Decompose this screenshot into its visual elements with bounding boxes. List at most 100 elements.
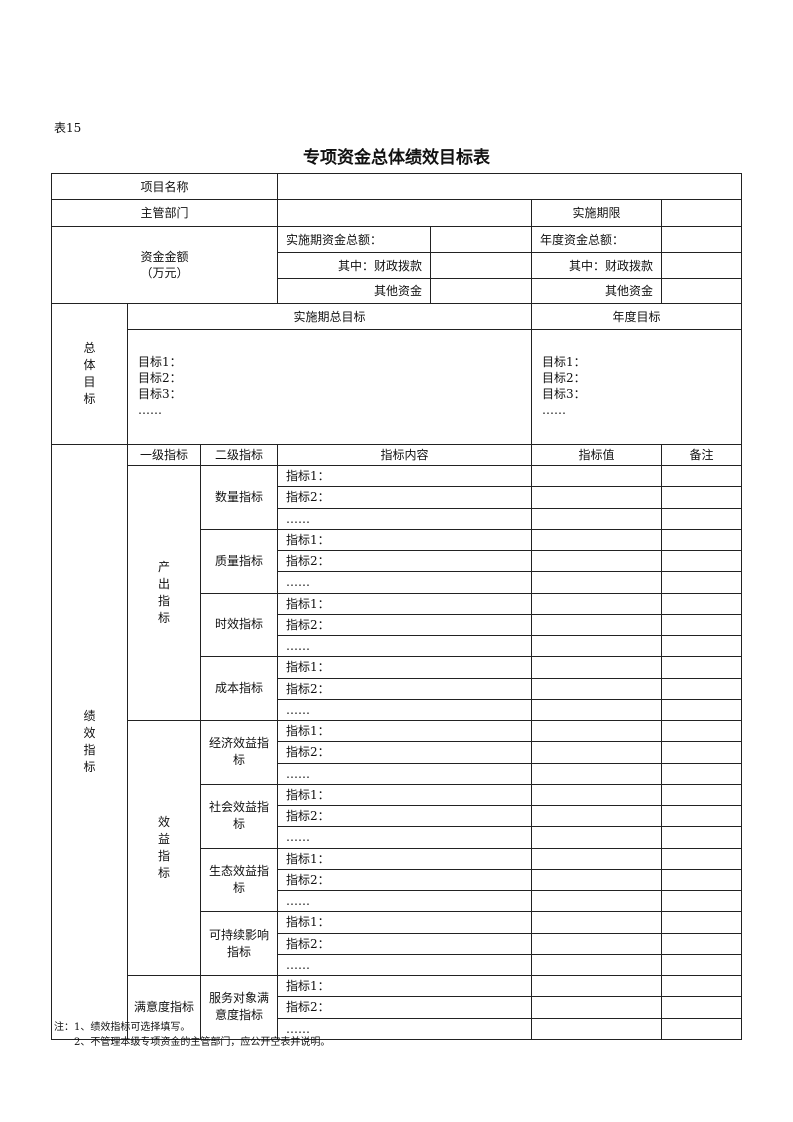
- indicator-note-field[interactable]: [661, 741, 743, 764]
- indicator-note-field[interactable]: [661, 571, 743, 594]
- indicator-value-field[interactable]: [531, 549, 663, 573]
- indicator-note-field[interactable]: [661, 486, 743, 509]
- indicator-content-field[interactable]: 指标2：: [277, 932, 533, 955]
- indicator-value-field[interactable]: [531, 953, 663, 977]
- indicator-content-field[interactable]: 指标1：: [277, 528, 533, 552]
- value-header: 指标值: [531, 444, 663, 466]
- period-field[interactable]: [661, 199, 743, 227]
- indicator-row: ……: [52, 762, 743, 785]
- performance-goal-table: 项目名称 主管部门 实施期限 资金金额 （万元） 实施期资金总额： 年度资金总额：…: [50, 173, 743, 1040]
- indicator-content-field[interactable]: 指标1：: [277, 783, 533, 807]
- indicator-value-field[interactable]: [531, 932, 663, 955]
- indicator-value-field[interactable]: [531, 762, 663, 785]
- indicator-content-field[interactable]: ……: [277, 889, 533, 913]
- indicator-note-field[interactable]: [661, 826, 743, 849]
- indicator-value-field[interactable]: [531, 868, 663, 892]
- indicator-content-field[interactable]: ……: [277, 953, 533, 977]
- period-goals-field[interactable]: 目标1： 目标2： 目标3： ……: [126, 329, 533, 445]
- indicator-content-field[interactable]: ……: [277, 762, 533, 785]
- indicator-note-field[interactable]: [661, 783, 743, 807]
- indicator-value-field[interactable]: [531, 783, 663, 807]
- indicator-content-field[interactable]: 指标1：: [277, 592, 533, 615]
- indicator-value-field[interactable]: [531, 592, 663, 615]
- indicator-value-field[interactable]: [531, 1017, 663, 1040]
- annual-other-field[interactable]: [661, 278, 743, 304]
- indicator-content-field[interactable]: 指标1：: [277, 719, 533, 743]
- indicator-content-field[interactable]: 指标2：: [277, 741, 533, 764]
- indicator-note-field[interactable]: [661, 974, 743, 998]
- indicator-content-field[interactable]: 指标1：: [277, 656, 533, 679]
- indicator-note-field[interactable]: [661, 592, 743, 615]
- indicator-note-field[interactable]: [661, 1017, 743, 1040]
- indicator-value-field[interactable]: [531, 528, 663, 552]
- indicator-note-field[interactable]: [661, 953, 743, 977]
- indicator-value-field[interactable]: [531, 486, 663, 509]
- indicator-note-field[interactable]: [661, 911, 743, 934]
- annual-total-field[interactable]: [661, 226, 743, 253]
- indicator-content-field[interactable]: 指标1：: [277, 974, 533, 998]
- indicator-value-field[interactable]: [531, 974, 663, 998]
- indicator-value-field[interactable]: [531, 677, 663, 700]
- indicator-value-field[interactable]: [531, 698, 663, 722]
- indicator-note-field[interactable]: [661, 868, 743, 892]
- indicator-content-field[interactable]: 指标2：: [277, 868, 533, 892]
- indicator-note-field[interactable]: [661, 677, 743, 700]
- indicator-content-field[interactable]: ……: [277, 507, 533, 530]
- indicator-note-field[interactable]: [661, 804, 743, 828]
- indicator-note-field[interactable]: [661, 656, 743, 679]
- indicator-content-field[interactable]: 指标2：: [277, 613, 533, 637]
- annual-fiscal-field[interactable]: [661, 252, 743, 279]
- indicator-value-field[interactable]: [531, 741, 663, 764]
- indicator-content-field[interactable]: ……: [277, 1017, 533, 1040]
- indicator-value-field[interactable]: [531, 911, 663, 934]
- indicator-content-field[interactable]: ……: [277, 634, 533, 658]
- indicator-content-field[interactable]: 指标2：: [277, 677, 533, 700]
- indicator-content-field[interactable]: ……: [277, 698, 533, 722]
- indicator-value-field[interactable]: [531, 634, 663, 658]
- indicator-value-field[interactable]: [531, 656, 663, 679]
- indicator-value-field[interactable]: [531, 464, 663, 488]
- indicator-note-field[interactable]: [661, 464, 743, 488]
- indicator-value-field[interactable]: [531, 889, 663, 913]
- indicator-content-field[interactable]: 指标1：: [277, 847, 533, 870]
- department-field[interactable]: [277, 199, 533, 227]
- indicator-note-field[interactable]: [661, 847, 743, 870]
- table-number: 表15: [54, 121, 82, 135]
- indicator-value-field[interactable]: [531, 571, 663, 594]
- indicator-value-field[interactable]: [531, 996, 663, 1019]
- annual-goals-field[interactable]: 目标1： 目标2： 目标3： ……: [531, 329, 743, 445]
- indicator-note-field[interactable]: [661, 762, 743, 785]
- project-name-field[interactable]: [277, 173, 743, 200]
- indicator-value-field[interactable]: [531, 826, 663, 849]
- period-other-field[interactable]: [430, 278, 533, 304]
- level2-indicator: 可持续影响指标: [199, 911, 279, 976]
- indicator-note-field[interactable]: [661, 996, 743, 1019]
- indicator-value-field[interactable]: [531, 719, 663, 743]
- indicator-value-field[interactable]: [531, 507, 663, 530]
- indicator-note-field[interactable]: [661, 528, 743, 552]
- indicator-content-field[interactable]: 指标2：: [277, 996, 533, 1019]
- indicator-value-field[interactable]: [531, 804, 663, 828]
- performance-indicators-label: 绩效指标: [51, 444, 128, 1040]
- indicator-note-field[interactable]: [661, 698, 743, 722]
- indicator-note-field[interactable]: [661, 549, 743, 573]
- indicator-content-field[interactable]: ……: [277, 826, 533, 849]
- indicator-content-field[interactable]: 指标2：: [277, 549, 533, 573]
- indicator-content-field[interactable]: 指标2：: [277, 804, 533, 828]
- indicator-note-field[interactable]: [661, 889, 743, 913]
- period-total-field[interactable]: [430, 226, 533, 253]
- indicator-note-field[interactable]: [661, 507, 743, 530]
- indicator-value-field[interactable]: [531, 847, 663, 870]
- indicator-content-field[interactable]: 指标1：: [277, 464, 533, 488]
- indicator-content-field[interactable]: ……: [277, 571, 533, 594]
- indicator-content-field[interactable]: 指标2：: [277, 486, 533, 509]
- indicator-content-field[interactable]: 指标1：: [277, 911, 533, 934]
- indicator-note-field[interactable]: [661, 634, 743, 658]
- level2-header: 二级指标: [199, 444, 279, 466]
- indicator-note-field[interactable]: [661, 932, 743, 955]
- period-fiscal-field[interactable]: [430, 252, 533, 279]
- indicator-value-field[interactable]: [531, 613, 663, 637]
- indicator-row: ……: [52, 698, 743, 722]
- indicator-note-field[interactable]: [661, 719, 743, 743]
- indicator-note-field[interactable]: [661, 613, 743, 637]
